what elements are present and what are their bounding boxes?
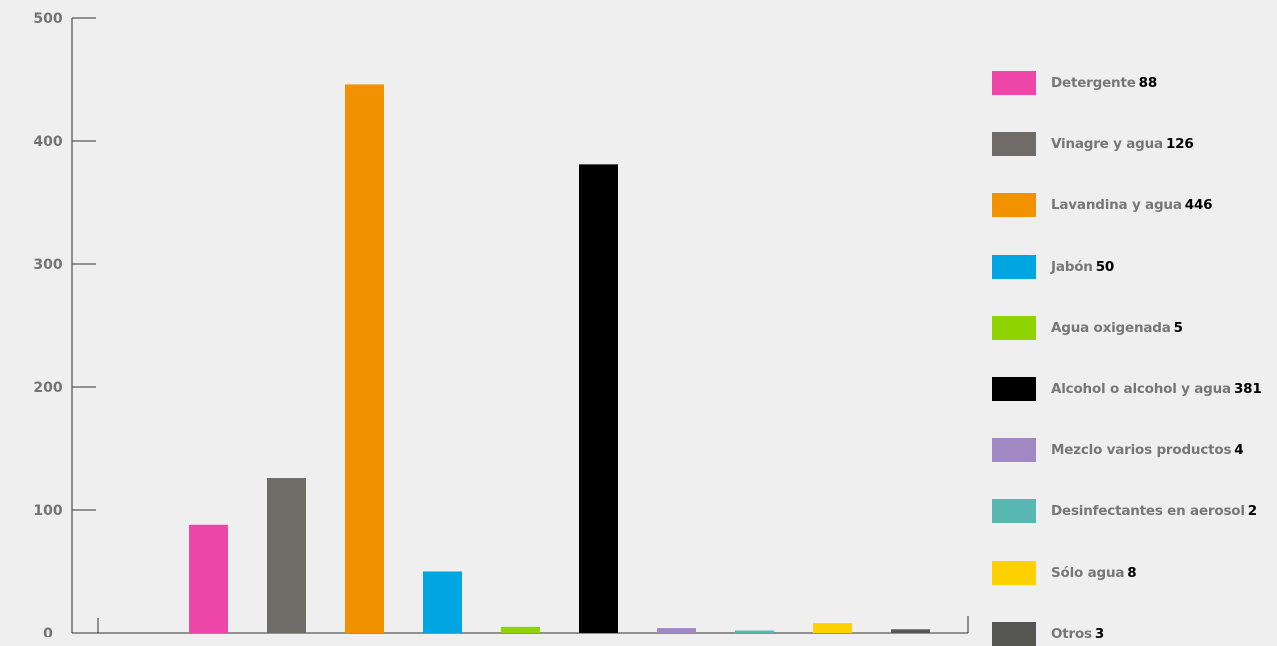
legend-item-agua-oxigenada: Agua oxigenada 5 xyxy=(992,315,1183,340)
bar-detergente xyxy=(189,524,228,633)
legend-value: 2 xyxy=(1247,503,1257,520)
y-tick-label: 0 xyxy=(43,626,53,637)
legend-swatch xyxy=(992,315,1036,340)
legend-item-desinfectantes-en-aerosol: Desinfectantes en aerosol 2 xyxy=(992,499,1257,524)
legend-swatch xyxy=(992,438,1036,463)
y-tick-label: 500 xyxy=(33,11,62,27)
legend-item-detergente: Detergente 88 xyxy=(992,71,1157,95)
legend-value: 3 xyxy=(1094,625,1105,642)
legend-label: Sólo agua xyxy=(1051,564,1125,581)
legend-swatch xyxy=(992,377,1036,401)
legend-swatch xyxy=(992,132,1036,157)
legend-value: 446 xyxy=(1184,197,1213,214)
legend-item-jabon: Jabón 50 xyxy=(992,254,1115,279)
legend-item-vinagre-y-agua: Vinagre y agua 126 xyxy=(992,132,1194,157)
legend-label: Jabón xyxy=(1051,258,1093,275)
legend-label: Vinagre y agua xyxy=(1051,136,1163,153)
y-tick-label: 100 xyxy=(33,503,62,519)
y-axis-ticks: 0 100 200 300 400 500 xyxy=(33,11,96,637)
legend-swatch xyxy=(992,621,1036,646)
legend-value: 5 xyxy=(1173,319,1183,336)
legend-label: Desinfectantes en aerosol xyxy=(1051,503,1245,520)
legend-label: Detergente xyxy=(1051,75,1136,91)
bar-otros xyxy=(891,629,930,633)
bar-solo-agua xyxy=(813,623,852,633)
y-tick-label: 300 xyxy=(33,257,62,273)
legend-value: 50 xyxy=(1095,258,1115,275)
legend-item-otros: Otros 3 xyxy=(992,621,1105,646)
legend-item-mezclo-varios-productos: Mezclo varios productos 4 xyxy=(992,438,1244,463)
legend-label: Otros xyxy=(1051,625,1092,642)
bar-vinagre-y-agua xyxy=(267,478,306,633)
legend-item-lavandina-y-agua: Lavandina y agua 446 xyxy=(992,193,1213,218)
legend-swatch xyxy=(992,560,1036,585)
legend-label: Agua oxigenada xyxy=(1051,319,1171,336)
legend-swatch xyxy=(992,499,1036,524)
legend-value: 8 xyxy=(1127,564,1137,581)
legend-label: Alcohol o alcohol y agua xyxy=(1051,381,1231,397)
bar-agua-oxigenada xyxy=(501,626,540,633)
bar-lavandina-y-agua xyxy=(345,84,384,634)
bar-desinfectantes-en-aerosol xyxy=(735,630,774,633)
bar-jabon xyxy=(423,571,462,633)
legend-swatch xyxy=(992,254,1036,279)
bar-mezclo-varios-productos xyxy=(657,628,696,633)
legend-value: 381 xyxy=(1233,381,1262,397)
legend-value: 4 xyxy=(1234,442,1244,459)
y-tick-label: 200 xyxy=(33,380,62,396)
legend-item-alcohol: Alcohol o alcohol y agua 381 xyxy=(992,377,1262,401)
legend-value: 126 xyxy=(1165,136,1194,153)
y-tick-label: 400 xyxy=(33,134,62,150)
legend-label: Lavandina y agua xyxy=(1051,197,1182,214)
bar-alcohol-o-alcohol-y-agua xyxy=(579,164,618,633)
legend-label: Mezclo varios productos xyxy=(1051,442,1232,459)
legend-value: 88 xyxy=(1138,75,1158,91)
legend-item-solo-agua: Sólo agua 8 xyxy=(992,560,1137,585)
legend-swatch xyxy=(992,193,1036,218)
legend-swatch xyxy=(992,71,1036,95)
chart-legend: Detergente 88 Vinagre y agua 126 Lavandina… xyxy=(992,0,1277,646)
chart-bars xyxy=(189,84,930,634)
